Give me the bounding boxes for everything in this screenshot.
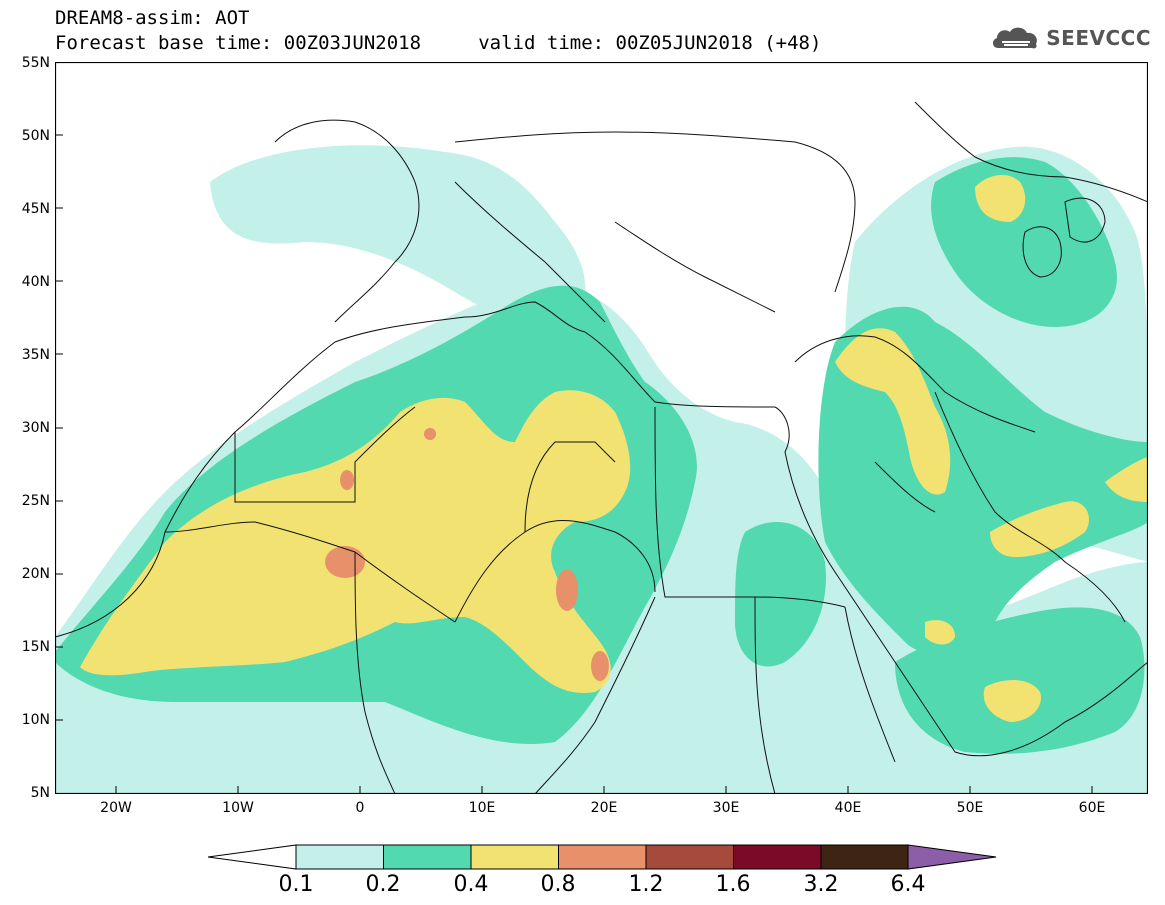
lon-label: 10E [468,800,496,816]
lat-label: 20N [21,566,50,582]
lon-label: 0 [355,800,365,816]
colorbar-segment [558,844,647,870]
lon-label: 40E [834,800,862,816]
lat-label: 40N [21,274,50,290]
lat-label: 30N [21,420,50,436]
lon-label: 60E [1078,800,1106,816]
coastlines-borders [55,101,1148,794]
colorbar-segment [383,844,472,870]
cloud-logo-icon [993,27,1038,49]
colorbar-segment [295,844,384,870]
colorbar-segment [645,844,734,870]
lon-label: 30E [712,800,740,816]
colorbar-label: 3.2 [803,872,839,897]
lat-label: 15N [21,639,50,655]
lon-label: 20W [100,800,132,816]
lat-label: 45N [21,201,50,217]
map-title: DREAM8-assim: AOT [55,7,250,29]
lat-label: 35N [21,347,50,363]
lon-label: 50E [956,800,984,816]
aot-contour-yellow [80,175,1148,722]
colorbar-segment [733,844,822,870]
lat-label: 25N [21,493,50,509]
colorbar-label: 6.4 [890,872,926,897]
lat-label: 5N [30,785,50,801]
lat-label: 55N [21,55,50,71]
brand-name: SEEVCCC [1046,26,1151,50]
colorbar-label: 1.6 [715,872,751,897]
brand-logo: SEEVCCC [990,24,1151,52]
lon-label: 20E [590,800,618,816]
colorbar-label: 0.8 [540,872,576,897]
lon-label: 10W [222,800,254,816]
aot-map [55,62,1148,794]
lat-label: 10N [21,712,50,728]
map-frame [55,62,1148,794]
colorbar-label: 0.4 [453,872,489,897]
colorbar [208,844,997,870]
colorbar-label: 0.2 [365,872,401,897]
graticule-ticks [55,134,1093,794]
lat-label: 50N [21,128,50,144]
colorbar-label: 0.1 [278,872,314,897]
forecast-times: Forecast base time: 00Z03JUN2018 valid t… [55,32,822,54]
colorbar-segment [820,844,909,870]
colorbar-low-arrow [208,844,297,870]
colorbar-label: 1.2 [628,872,664,897]
colorbar-high-arrow [907,844,997,870]
colorbar-segment [470,844,559,870]
